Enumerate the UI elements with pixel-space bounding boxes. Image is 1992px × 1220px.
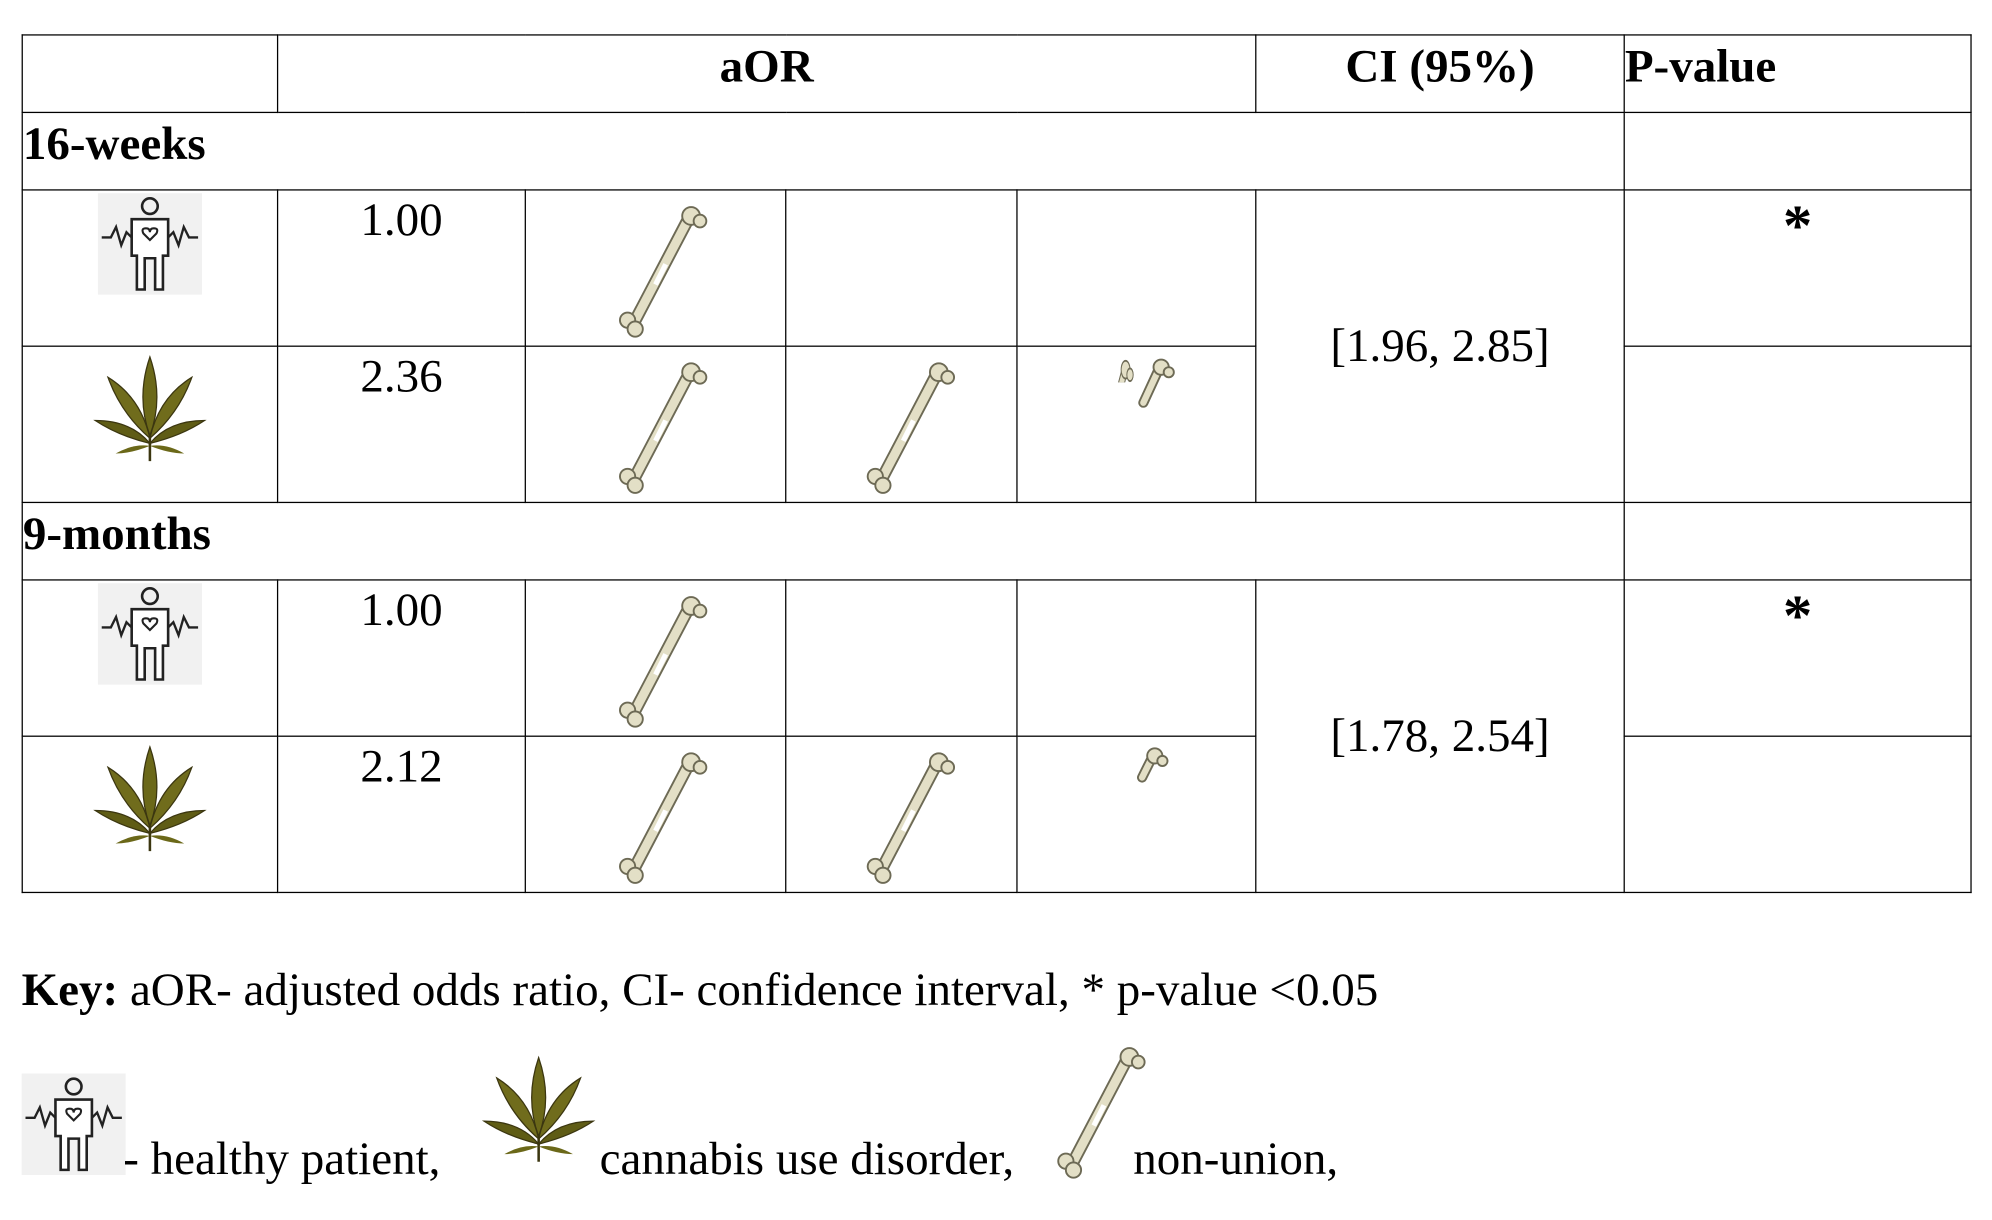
section-label: 16-weeks bbox=[21, 111, 1625, 191]
results-table: aOR CI (95%) P-value 16-weeks 1.00 [1.96… bbox=[21, 34, 1972, 894]
table-row: 1.00 [1.78, 2.54] * bbox=[21, 579, 1972, 894]
pvalue-empty bbox=[1623, 345, 1972, 504]
group-cell bbox=[21, 735, 279, 894]
pvalue-marker: * bbox=[1623, 579, 1972, 737]
header-aor: aOR bbox=[276, 34, 1257, 114]
aor-value: 2.36 bbox=[276, 345, 526, 504]
group-cell bbox=[21, 189, 279, 347]
femur-bone-icon bbox=[615, 203, 717, 343]
ci-value: [1.78, 2.54] bbox=[1255, 579, 1625, 894]
bone-cell bbox=[524, 345, 787, 504]
header-ci: CI (95%) bbox=[1255, 34, 1625, 114]
partial-bone-icon bbox=[1113, 357, 1175, 408]
key-line: Key: aOR- adjusted odds ratio, CI- confi… bbox=[22, 963, 1928, 1018]
bone-cell bbox=[1016, 579, 1257, 737]
legend-cannabis-label: cannabis use disorder, bbox=[599, 1133, 1015, 1186]
header-pvalue: P-value bbox=[1623, 34, 1972, 114]
table-row: 1.00 [1.96, 2.85] * bbox=[21, 189, 1972, 504]
aor-value: 2.12 bbox=[276, 735, 526, 894]
ci-value: [1.96, 2.85] bbox=[1255, 189, 1625, 504]
legend-healthy-label: - healthy patient, bbox=[123, 1133, 441, 1186]
group-cell bbox=[21, 345, 279, 504]
healthy-patient-icon bbox=[97, 193, 202, 295]
section-label: 9-months bbox=[21, 501, 1625, 581]
aor-value: 1.00 bbox=[276, 579, 526, 737]
healthy-patient-icon bbox=[21, 1073, 126, 1176]
section-pvalue-empty bbox=[1623, 111, 1972, 191]
key-text: aOR- adjusted odds ratio, CI- confidence… bbox=[118, 964, 1379, 1017]
partial-bone-icon bbox=[1137, 747, 1169, 783]
bone-cell bbox=[524, 579, 787, 737]
femur-bone-icon bbox=[615, 593, 717, 733]
header-row: aOR CI (95%) P-value bbox=[21, 34, 1972, 114]
header-empty bbox=[21, 34, 279, 114]
bone-cell bbox=[1016, 345, 1257, 504]
bone-cell bbox=[785, 735, 1018, 894]
pvalue-marker: * bbox=[1623, 189, 1972, 347]
femur-bone-icon bbox=[615, 750, 717, 890]
section-row-16-weeks: 16-weeks bbox=[21, 111, 1972, 191]
aor-value: 1.00 bbox=[276, 189, 526, 347]
key-label: Key: bbox=[21, 964, 119, 1017]
bone-cell bbox=[785, 189, 1018, 347]
bone-cell bbox=[785, 579, 1018, 737]
table-row: 2.36 bbox=[21, 345, 1972, 504]
section-row-9-months: 9-months bbox=[21, 501, 1972, 581]
cannabis-leaf-icon bbox=[482, 1056, 595, 1164]
icon-legend: - healthy patient, cannabis use disorder… bbox=[21, 1048, 1928, 1188]
pvalue-empty bbox=[1623, 735, 1972, 894]
bone-cell bbox=[524, 735, 787, 894]
legend-nonunion-label: non-union, bbox=[1133, 1133, 1339, 1186]
table-row: 2.12 bbox=[21, 735, 1972, 894]
bone-cell bbox=[1016, 735, 1257, 894]
cannabis-leaf-icon bbox=[94, 355, 206, 463]
healthy-patient-icon bbox=[97, 583, 202, 685]
cannabis-leaf-icon bbox=[94, 745, 206, 853]
femur-bone-icon bbox=[863, 750, 965, 890]
bone-cell bbox=[1016, 189, 1257, 347]
femur-bone-icon bbox=[615, 360, 717, 500]
section-pvalue-empty bbox=[1623, 501, 1972, 581]
femur-bone-icon bbox=[863, 360, 965, 500]
bone-cell bbox=[524, 189, 787, 347]
group-cell bbox=[21, 579, 279, 737]
bone-cell bbox=[785, 345, 1018, 504]
